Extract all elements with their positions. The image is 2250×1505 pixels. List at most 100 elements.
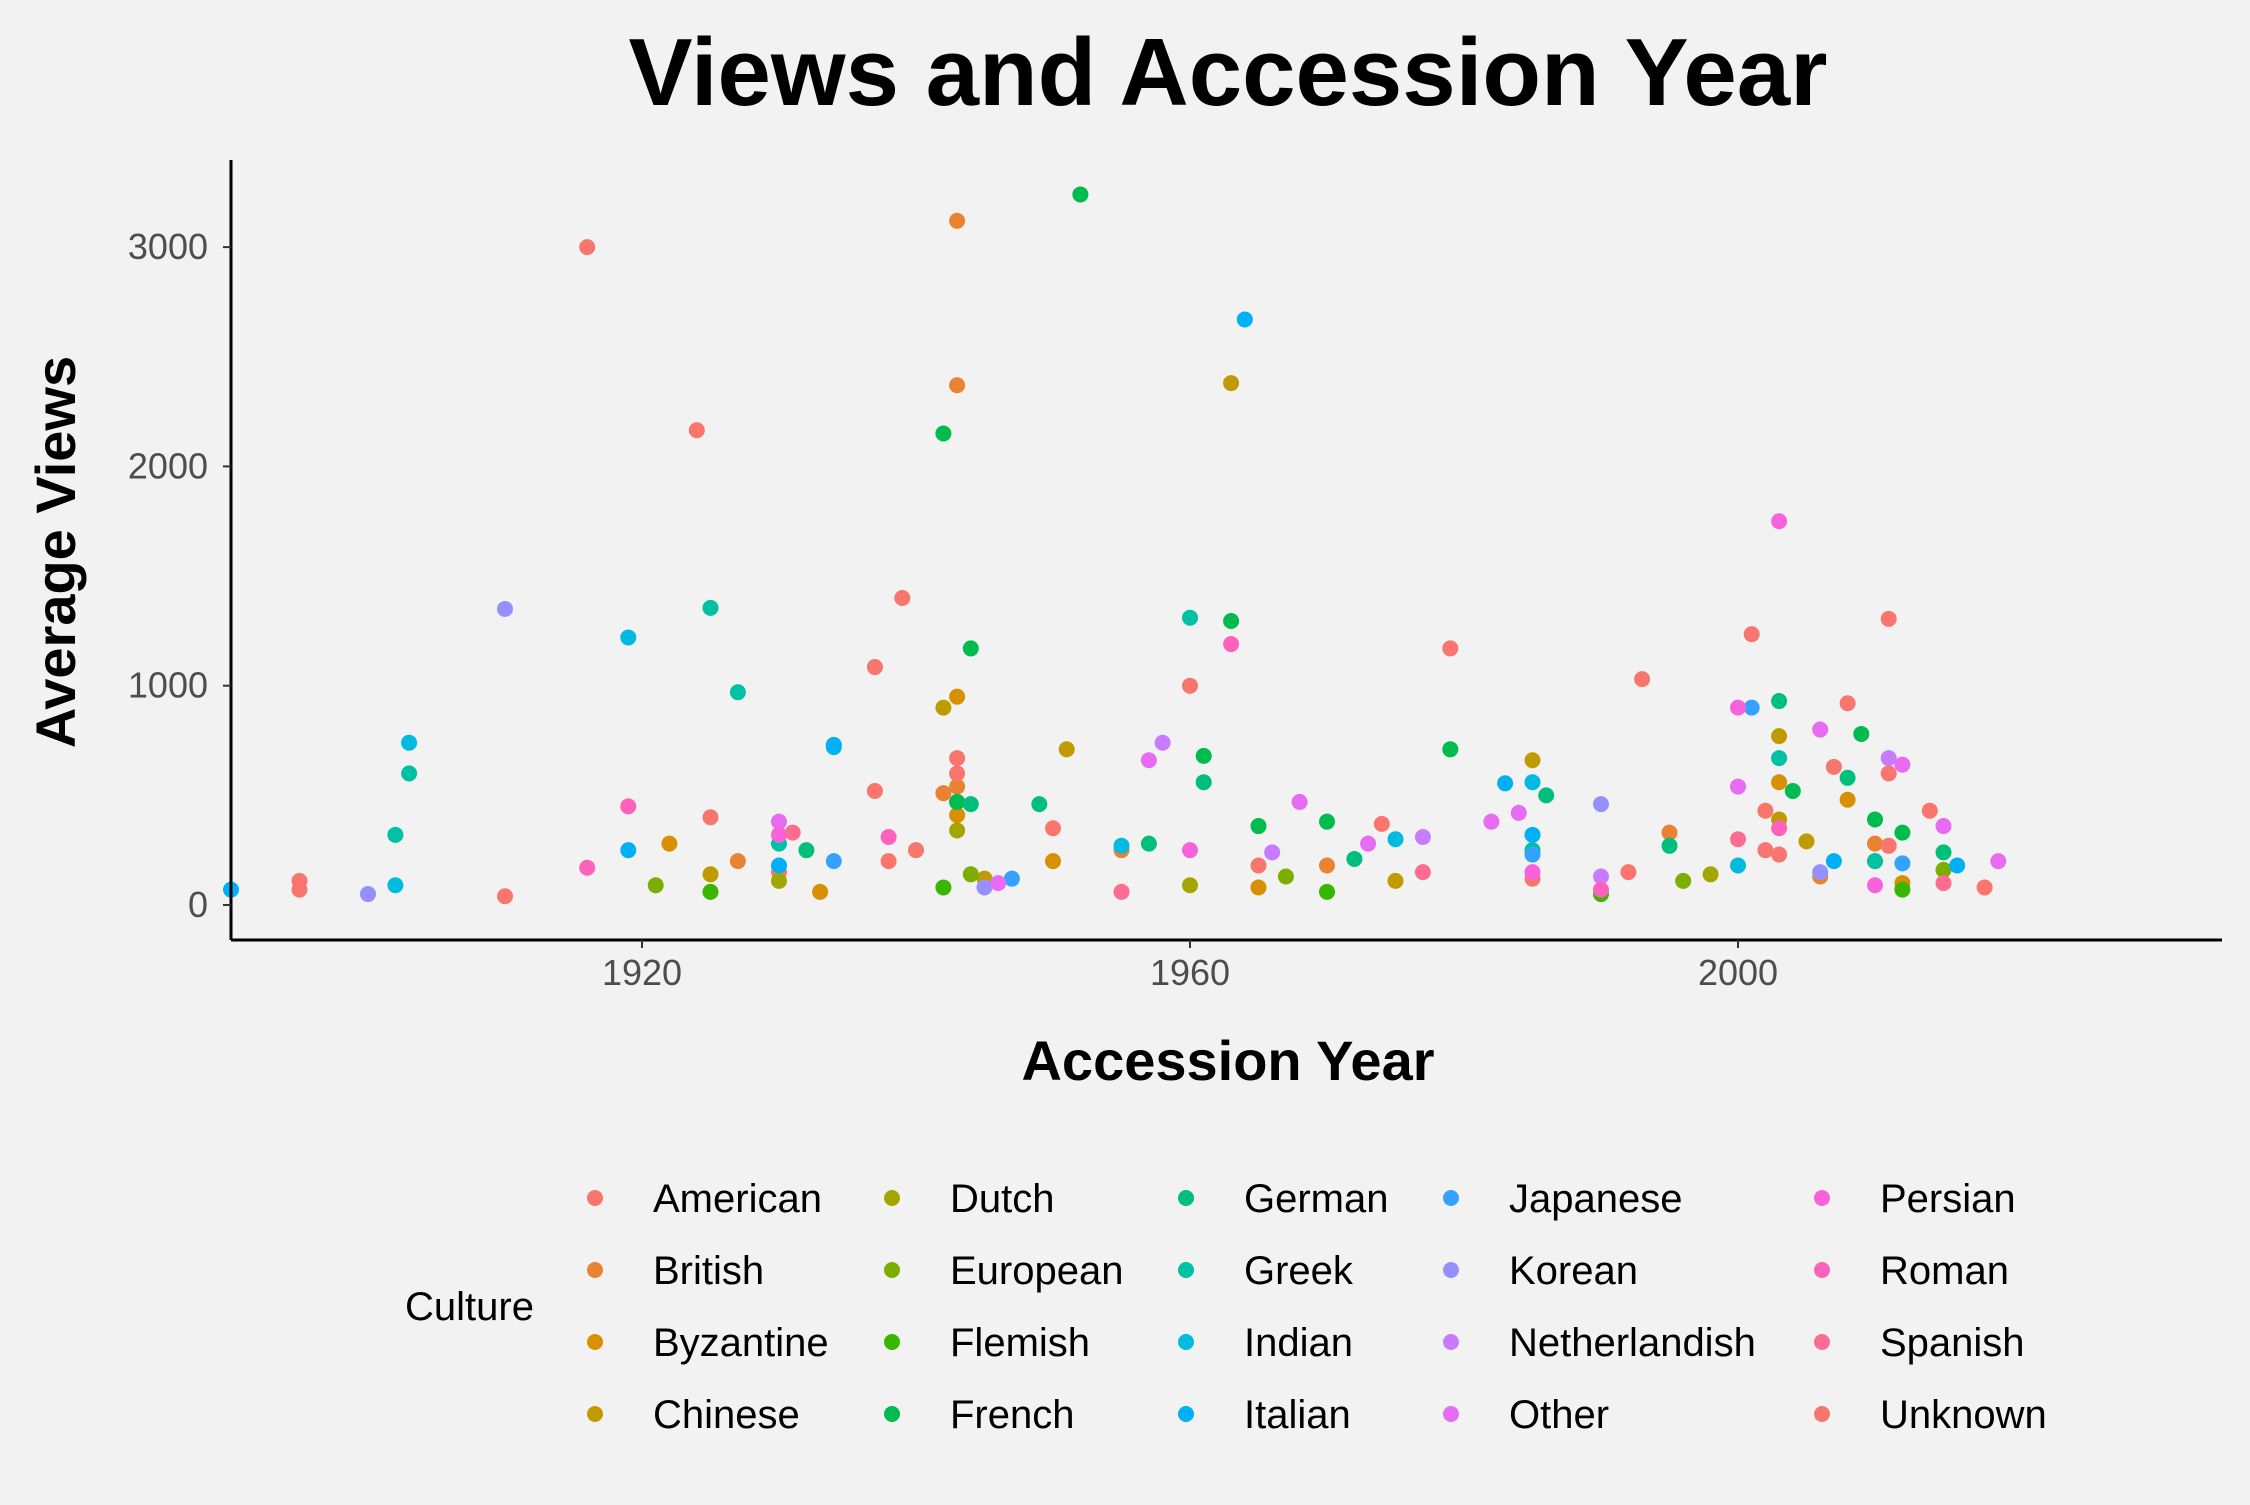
legend-swatch — [1443, 1190, 1459, 1206]
legend-label: Other — [1509, 1393, 1609, 1437]
data-point — [949, 822, 966, 839]
legend-swatch — [1814, 1406, 1830, 1422]
data-point — [1414, 829, 1431, 846]
legend-label: Unknown — [1880, 1393, 2047, 1437]
legend-item: Chinese — [587, 1393, 800, 1437]
data-point — [1634, 671, 1651, 688]
data-point — [1003, 870, 1020, 887]
x-tick-label: 1960 — [1150, 952, 1230, 993]
data-point — [1442, 741, 1459, 758]
data-point — [962, 796, 979, 813]
legend-item: Dutch — [884, 1177, 1055, 1221]
data-point — [949, 688, 966, 705]
series-flemish — [702, 879, 1911, 903]
series-other — [771, 721, 2007, 892]
data-point — [1510, 804, 1527, 821]
data-point — [1182, 877, 1198, 894]
legend-label: European — [950, 1249, 1123, 1293]
data-point — [702, 809, 719, 826]
data-point — [1250, 857, 1267, 874]
data-point — [1661, 837, 1678, 854]
data-point — [1661, 824, 1678, 841]
legend-swatch — [587, 1262, 603, 1278]
series-indian — [387, 629, 1746, 894]
data-point — [1921, 802, 1938, 819]
data-point — [1812, 721, 1829, 738]
data-point — [1771, 513, 1788, 530]
data-point — [620, 842, 637, 859]
data-point — [1140, 835, 1157, 852]
series-chinese — [702, 375, 1815, 889]
data-point — [771, 872, 787, 889]
data-point — [1880, 837, 1897, 854]
legend-item: Greek — [1178, 1249, 1354, 1293]
data-point — [1894, 855, 1911, 872]
data-point — [1182, 609, 1198, 626]
data-point — [962, 640, 979, 657]
legend-swatch — [1178, 1334, 1194, 1350]
data-point — [1031, 796, 1048, 813]
data-point — [949, 807, 966, 824]
series-greek — [387, 599, 1883, 870]
y-ticks: 0 1000 2000 3000 — [128, 226, 231, 925]
series-dutch — [771, 793, 1883, 894]
data-point — [1825, 853, 1842, 870]
legend-item: British — [587, 1249, 764, 1293]
legend-label: American — [653, 1177, 822, 1221]
legend-label: Indian — [1244, 1321, 1353, 1365]
data-point — [1771, 774, 1788, 791]
data-point — [1319, 857, 1335, 874]
legend-item: Korean — [1443, 1249, 1638, 1293]
legend-swatch — [884, 1262, 900, 1278]
data-point — [976, 879, 993, 896]
plot-area — [223, 186, 2007, 905]
x-tick-label: 2000 — [1698, 952, 1778, 993]
y-axis-label: Average Views — [24, 356, 87, 748]
data-point — [1880, 610, 1897, 627]
data-point — [1976, 879, 1993, 896]
data-point — [880, 853, 897, 870]
legend-item: Roman — [1814, 1249, 2009, 1293]
data-point — [1414, 864, 1431, 881]
legend-swatch — [1443, 1262, 1459, 1278]
series-roman — [579, 636, 1788, 898]
legend-item: Spanish — [1814, 1321, 2025, 1365]
legend-swatch — [884, 1406, 900, 1422]
legend-label: Dutch — [950, 1177, 1055, 1221]
legend-label: Japanese — [1509, 1177, 1682, 1221]
series-french — [935, 186, 1911, 841]
data-point — [1771, 750, 1788, 767]
data-point — [825, 736, 842, 753]
legend-item: Netherlandish — [1443, 1321, 1756, 1365]
data-point — [387, 826, 404, 843]
data-point — [1935, 844, 1952, 861]
y-tick-label: 3000 — [128, 226, 208, 267]
legend-swatch — [587, 1334, 603, 1350]
legend-swatch — [1814, 1334, 1830, 1350]
data-point — [1894, 881, 1911, 898]
data-point — [825, 853, 842, 870]
legend-item: Italian — [1178, 1393, 1351, 1437]
data-point — [1346, 850, 1363, 867]
data-point — [1182, 677, 1198, 694]
data-point — [1867, 877, 1883, 894]
data-point — [1990, 853, 2007, 870]
legend-label: Spanish — [1880, 1321, 2025, 1365]
series-european — [647, 861, 1952, 894]
data-point — [1771, 693, 1788, 710]
series-netherlandish — [1154, 734, 1897, 885]
legend-label: Roman — [1880, 1249, 2009, 1293]
series-german — [798, 693, 1952, 867]
legend-swatch — [1814, 1262, 1830, 1278]
data-point — [1593, 868, 1609, 885]
data-point — [798, 842, 815, 859]
data-point — [1867, 853, 1883, 870]
legend-label: Chinese — [653, 1393, 800, 1437]
data-point — [1045, 820, 1061, 837]
data-point — [1373, 815, 1390, 832]
series-unknown — [880, 750, 1993, 896]
legend-label: Netherlandish — [1509, 1321, 1756, 1365]
data-point — [1757, 802, 1774, 819]
data-point — [1935, 861, 1952, 878]
y-tick-label: 1000 — [128, 665, 208, 706]
